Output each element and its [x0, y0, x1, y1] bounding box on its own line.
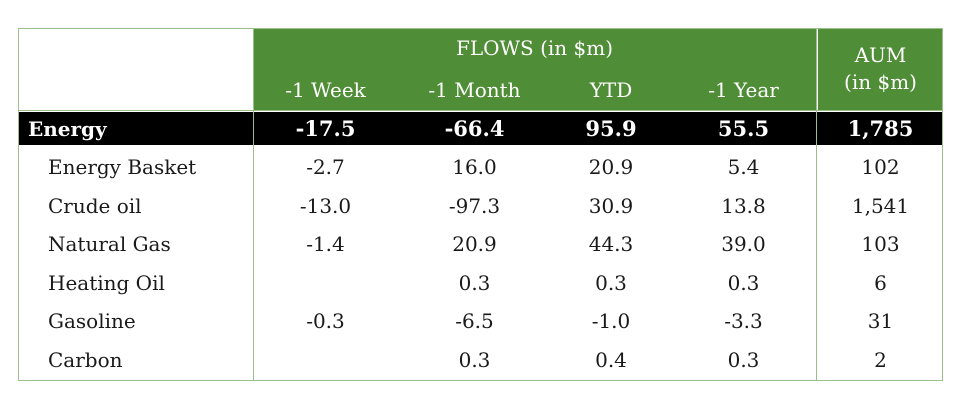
col-header-1-month: -1 Month	[398, 74, 551, 106]
row-value-aum: 103	[861, 232, 900, 257]
col-header-1-year: -1 Year	[671, 74, 816, 106]
row-value-1-week: -2.7	[306, 155, 345, 180]
row-value-1-month: -97.3	[448, 193, 501, 218]
grid-label-divider	[253, 28, 254, 381]
summary-value-1-month: -66.4	[444, 116, 505, 141]
row-value-1-month: 16.0	[452, 155, 497, 180]
col-header-ytd-label: YTD	[589, 78, 633, 102]
col-header-1-year-label: -1 Year	[708, 78, 779, 102]
row-value-1-week	[253, 264, 398, 303]
row-value-1-year: 0.3	[727, 270, 760, 295]
row-value-1-week: -13.0	[299, 193, 352, 218]
summary-value-ytd: 95.9	[585, 116, 637, 141]
summary-cell-1-year: 55.5	[671, 112, 816, 145]
row-value-ytd: 0.3	[595, 270, 627, 295]
summary-cell-ytd: 95.9	[551, 112, 671, 145]
aum-header-line1: AUM	[854, 43, 907, 67]
summary-value-1-year: 55.5	[717, 116, 770, 141]
row-label: Heating Oil	[48, 270, 165, 295]
col-header-1-month-label: -1 Month	[428, 78, 521, 102]
row-value-1-month: -6.5	[455, 309, 494, 334]
summary-cell-1-month: -66.4	[398, 112, 551, 145]
grid-right-border	[942, 28, 943, 381]
row-value-1-week: -0.3	[306, 309, 345, 334]
row-value-1-year: 0.3	[727, 347, 760, 372]
row-value-aum: 6	[874, 270, 887, 295]
col-header-1-week-label: -1 Week	[285, 78, 366, 102]
grid-top-border	[18, 28, 943, 29]
row-value-ytd: 20.9	[588, 155, 634, 180]
flows-group-title: FLOWS (in $m)	[455, 36, 614, 60]
aum-header: AUM (in $m)	[818, 28, 943, 110]
row-value-1-week: -1.4	[306, 232, 345, 257]
row-value-1-year: 5.4	[727, 155, 760, 180]
row-value-aum: 31	[867, 309, 894, 334]
row-value-ytd: 44.3	[588, 232, 634, 257]
grid-left-border	[18, 28, 19, 381]
col-header-ytd: YTD	[551, 74, 671, 106]
summary-cell-1-week: -17.5	[253, 112, 398, 145]
row-label: Carbon	[48, 347, 123, 372]
grid-bottom-border	[18, 380, 943, 381]
summary-row-label: Energy	[18, 112, 253, 145]
row-label: Natural Gas	[48, 232, 171, 257]
row-value-1-year: 39.0	[721, 232, 766, 257]
summary-value-aum: 1,785	[847, 116, 914, 141]
row-value-ytd: 0.4	[595, 347, 627, 372]
row-label: Energy Basket	[48, 155, 197, 180]
grid-header-divider	[18, 110, 943, 111]
col-header-1-week: -1 Week	[253, 74, 398, 106]
row-label: Crude oil	[48, 193, 142, 218]
row-value-aum: 102	[861, 155, 900, 180]
row-value-1-month: 20.9	[452, 232, 497, 257]
row-label: Gasoline	[48, 309, 136, 334]
row-value-aum: 2	[874, 347, 887, 372]
row-value-1-month: 0.3	[458, 270, 491, 295]
row-value-1-week	[253, 341, 398, 380]
row-value-ytd: -1.0	[591, 309, 631, 334]
row-value-aum: 1,541	[851, 193, 910, 218]
summary-value-1-week: -17.5	[295, 116, 356, 141]
energy-flows-table: FLOWS (in $m) AUM (in $m) -1 Week -1 Mon…	[18, 28, 943, 381]
summary-label-text: Energy	[28, 116, 107, 141]
row-value-1-month: 0.3	[458, 347, 491, 372]
row-value-ytd: 30.9	[588, 193, 634, 218]
aum-header-line2: (in $m)	[844, 70, 917, 94]
row-value-1-year: -3.3	[724, 309, 763, 334]
row-value-1-year: 13.8	[721, 193, 766, 218]
summary-cell-aum: 1,785	[818, 112, 943, 145]
flows-header: FLOWS (in $m)	[253, 28, 816, 110]
grid-aum-divider	[816, 28, 817, 381]
